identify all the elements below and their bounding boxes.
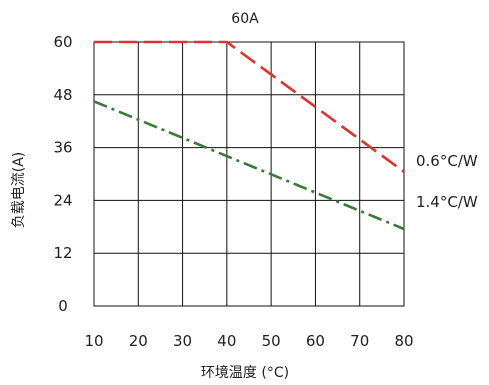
- chart-title: 60A: [231, 11, 259, 27]
- plot-area-frame: [93, 41, 405, 307]
- x-axis-ticks: 10 20 30 40 50 60 70 80: [84, 332, 413, 350]
- y-tick-label: 36: [53, 139, 72, 157]
- y-tick-label: 12: [53, 244, 72, 262]
- y-tick-label: 0: [58, 297, 68, 315]
- x-tick-label: 60: [306, 332, 325, 350]
- x-tick-label: 40: [217, 332, 236, 350]
- series-line-1: [94, 40, 405, 173]
- y-tick-label: 60: [53, 33, 72, 51]
- y-axis-ticks: 0 12 24 36 48 60: [53, 33, 72, 315]
- x-tick-label: 80: [394, 332, 413, 350]
- series-lines: [93, 40, 405, 231]
- x-tick-label: 50: [262, 332, 281, 350]
- series-labels: 0.6°C/W 1.4°C/W: [416, 152, 478, 211]
- x-axis-label: 环境温度 (°C): [201, 365, 289, 381]
- x-tick-label: 10: [84, 332, 103, 350]
- series-label-1: 0.6°C/W: [416, 152, 478, 170]
- series-label-2: 1.4°C/W: [416, 193, 478, 211]
- x-tick-label: 20: [129, 332, 148, 350]
- y-tick-label: 24: [53, 191, 72, 209]
- y-tick-label: 48: [53, 86, 72, 104]
- grid: [94, 42, 404, 306]
- x-tick-label: 70: [350, 332, 369, 350]
- x-tick-label: 30: [173, 332, 192, 350]
- series-line-2: [93, 100, 405, 231]
- y-axis-label: 负载电流(A): [11, 152, 27, 229]
